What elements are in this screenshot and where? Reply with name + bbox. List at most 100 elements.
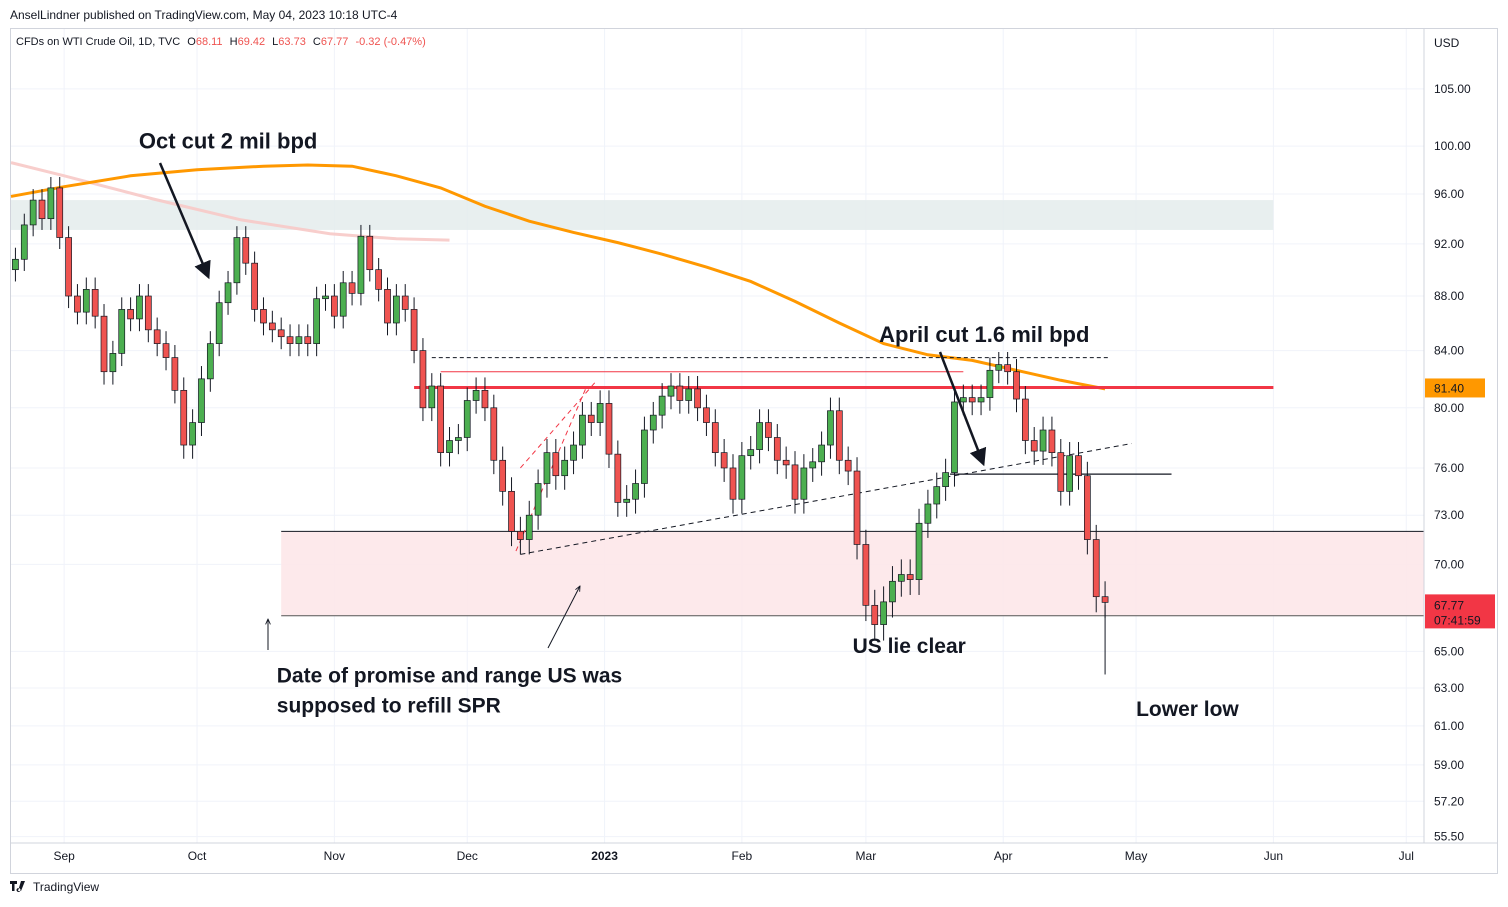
time-tick-label: Jun (1264, 849, 1283, 863)
candle-body (587, 414, 595, 423)
price-tick-label: 73.00 (1434, 508, 1464, 522)
candle-body (357, 235, 365, 294)
symbol-label: CFDs on WTI Crude Oil, 1D, TVC (16, 36, 181, 48)
candle-body (995, 364, 1003, 371)
time-tick-label: Jul (1399, 849, 1414, 863)
ohlc-legend: CFDs on WTI Crude Oil, 1D, TVC O68.11 H6… (16, 36, 426, 48)
candle-body (1075, 455, 1082, 477)
price-tick-label: 80.00 (1434, 401, 1464, 415)
annotation-text: supposed to refill SPR (277, 694, 501, 717)
annotation-text: Lower low (1136, 698, 1239, 721)
time-tick-label: 2023 (591, 849, 618, 863)
candle-body (419, 350, 427, 409)
price-tick-label: 70.00 (1434, 557, 1464, 571)
faded-moving-average-line (10, 161, 450, 242)
candle-body (685, 388, 693, 401)
candle-body (472, 389, 480, 401)
candle-body (791, 464, 799, 500)
candle-body (773, 437, 781, 461)
price-tick-label: 65.00 (1434, 644, 1464, 658)
open-value: 68.11 (195, 36, 223, 48)
candle-body (428, 385, 436, 409)
candle-body (1030, 440, 1038, 452)
candle-body (915, 522, 923, 580)
candle-body (251, 262, 258, 310)
time-tick-label: Oct (188, 849, 207, 863)
candle-body (12, 258, 19, 271)
footer-brand-label: TradingView (33, 880, 100, 894)
time-tick-label: Dec (457, 849, 478, 863)
candle-body (986, 369, 994, 398)
candle-body (729, 467, 737, 500)
candle-body (384, 289, 391, 324)
candle-body (667, 385, 675, 397)
candle-body (570, 444, 577, 461)
publisher-line: AnselLindner published on TradingView.co… (10, 8, 398, 22)
candle-body (579, 414, 586, 446)
footer-brand[interactable]: TradingView (10, 880, 99, 894)
range-pointer-arrow (547, 586, 580, 649)
channel-lower-dashed (520, 381, 597, 469)
last-price-tag (1425, 594, 1495, 629)
candle-body (534, 483, 542, 516)
candle-body (1084, 475, 1091, 540)
candle-body (1092, 539, 1100, 598)
candle-body (711, 422, 719, 453)
change-value: -0.32 (-0.47%) (355, 36, 426, 48)
candle-body (304, 336, 312, 344)
candle-body (1004, 364, 1011, 373)
candle-body (56, 187, 64, 238)
candle-body (38, 199, 46, 220)
candle-body (268, 322, 276, 331)
candle-body (756, 422, 763, 450)
price-tick-label: 61.00 (1434, 719, 1464, 733)
candle-body (331, 295, 338, 317)
candle-body (224, 282, 232, 304)
candle-body (171, 357, 179, 391)
candle-body (977, 397, 985, 403)
currency-label: USD (1434, 36, 1460, 50)
candle-body (543, 452, 551, 484)
price-tick-label: 84.00 (1434, 344, 1464, 358)
candle-body (906, 574, 914, 580)
candle-body (410, 309, 418, 351)
time-tick-label: Feb (732, 849, 753, 863)
april-cut-arrow (938, 351, 987, 467)
zone-resistance (11, 200, 1274, 230)
annotation-text: April cut 1.6 mil bpd (879, 322, 1089, 347)
candle-body (676, 385, 684, 401)
candle-body (951, 401, 958, 473)
candle-body (765, 422, 772, 438)
price-tick-label: 55.50 (1434, 830, 1464, 844)
chart-frame (10, 28, 1498, 874)
candle-body (189, 422, 196, 446)
candle-body (632, 483, 639, 500)
candle-body (889, 580, 896, 603)
oct-cut-arrow (158, 162, 211, 280)
candle-body (82, 289, 90, 313)
candle-body (198, 378, 205, 423)
close-value: 67.77 (320, 36, 349, 48)
candle-body (1021, 398, 1029, 441)
candle-body (313, 298, 320, 344)
candle-body (853, 470, 861, 545)
candle-body (649, 414, 657, 431)
candle-body (561, 459, 569, 477)
candle-body (339, 282, 347, 317)
candle-body (844, 459, 852, 472)
candle-body (463, 400, 471, 438)
candle-body (809, 461, 817, 469)
time-tick-label: Mar (856, 849, 877, 863)
candle-body (65, 237, 72, 297)
candle-body (153, 329, 161, 344)
candle-body (517, 531, 524, 540)
candle-body (658, 395, 666, 416)
annotation-text: US lie clear (853, 635, 966, 658)
low-key: L (272, 36, 279, 48)
price-tick-label: 63.00 (1434, 681, 1464, 695)
candle-body (215, 302, 223, 344)
candle-body (348, 282, 356, 294)
candle-body (508, 490, 515, 532)
candle-body (614, 453, 622, 503)
